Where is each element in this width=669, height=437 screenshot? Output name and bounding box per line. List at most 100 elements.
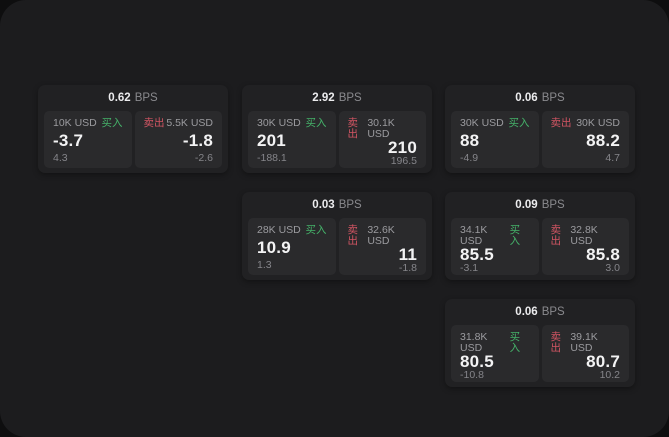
card-panels: 34.1K USD 买入 85.5 -3.1 卖出 32.8K USD 85.8…	[445, 218, 635, 275]
sell-delta: 3.0	[605, 262, 620, 274]
buy-panel[interactable]: 10K USD 买入 -3.7 4.3	[44, 111, 132, 168]
sell-delta: 4.7	[605, 151, 620, 164]
buy-panel-top: 30K USD 买入	[257, 118, 327, 129]
sell-panel[interactable]: 卖出 32.6K USD 11 -1.8	[338, 218, 426, 275]
buy-side-label: 买入	[305, 224, 327, 236]
card-header: 0.06 BPS	[445, 85, 635, 111]
buy-panel-top: 34.1K USD 买入	[460, 225, 530, 246]
bps-unit-label: BPS	[338, 92, 362, 104]
bps-unit-label: BPS	[541, 306, 565, 318]
buy-amount: 31.8K USD	[460, 331, 488, 354]
buy-price: 201	[257, 131, 286, 150]
bps-value: 2.92	[312, 92, 335, 104]
sell-delta: 10.2	[599, 369, 620, 381]
buy-delta: -4.9	[460, 151, 479, 164]
sell-amount: 32.8K USD	[570, 224, 598, 247]
sell-price: 88.2	[586, 131, 620, 150]
card-panels: 10K USD 买入 -3.7 4.3 卖出 5.5K USD -1.8 -2.…	[38, 111, 228, 168]
sell-amount: 30.1K USD	[367, 117, 395, 140]
sell-delta: -2.6	[194, 151, 213, 164]
buy-side-label: 买入	[509, 224, 521, 247]
card-panels: 30K USD 买入 201 -188.1 卖出 30.1K USD 210 1…	[242, 111, 432, 168]
buy-panel[interactable]: 28K USD 买入 10.9 1.3	[248, 218, 336, 275]
buy-delta: -3.1	[460, 262, 479, 274]
buy-delta: -188.1	[257, 151, 287, 164]
buy-amount: 30K USD	[257, 117, 301, 129]
sell-panel[interactable]: 卖出 30.1K USD 210 196.5	[338, 111, 426, 168]
bps-value: 0.06	[515, 306, 538, 318]
buy-side-label: 买入	[508, 117, 530, 129]
sell-panel-top: 卖出 30K USD	[551, 118, 621, 129]
bps-value: 0.06	[515, 92, 538, 104]
card-panels: 31.8K USD 买入 80.5 -10.8 卖出 39.1K USD 80.…	[445, 325, 635, 382]
buy-panel[interactable]: 34.1K USD 买入 85.5 -3.1	[451, 218, 539, 275]
sell-amount: 5.5K USD	[166, 117, 213, 129]
quote-card: 2.92 BPS 30K USD 买入 201 -188.1 卖出 30.1K …	[242, 85, 432, 173]
buy-amount: 10K USD	[53, 117, 97, 129]
sell-side-label: 卖出	[143, 117, 165, 129]
buy-side-label: 买入	[509, 331, 521, 354]
buy-panel[interactable]: 30K USD 买入 88 -4.9	[451, 111, 539, 168]
sell-price: 80.7	[586, 352, 620, 371]
sell-side-label: 卖出	[550, 224, 562, 247]
sell-amount: 32.6K USD	[367, 224, 395, 247]
card-header: 2.92 BPS	[242, 85, 432, 111]
buy-side-label: 买入	[305, 117, 327, 129]
buy-panel[interactable]: 30K USD 买入 201 -188.1	[248, 111, 336, 168]
sell-amount: 39.1K USD	[570, 331, 598, 354]
sell-side-label: 卖出	[347, 224, 359, 247]
bps-unit-label: BPS	[338, 199, 362, 211]
sell-price: -1.8	[182, 131, 213, 150]
buy-delta: 1.3	[257, 258, 272, 271]
sell-panel-top: 卖出 32.6K USD	[348, 225, 418, 246]
card-header: 0.09 BPS	[445, 192, 635, 218]
buy-panel-top: 31.8K USD 买入	[460, 332, 530, 353]
sell-price: 11	[398, 245, 417, 264]
sell-panel-top: 卖出 30.1K USD	[348, 118, 418, 139]
buy-price: 80.5	[460, 352, 494, 371]
card-panels: 28K USD 买入 10.9 1.3 卖出 32.6K USD 11 -1.8	[242, 218, 432, 275]
bps-value: 0.09	[515, 199, 538, 211]
sell-side-label: 卖出	[347, 117, 359, 140]
quote-card: 0.09 BPS 34.1K USD 买入 85.5 -3.1 卖出 32.8K…	[445, 192, 635, 280]
sell-delta: 196.5	[390, 155, 417, 167]
bps-value: 0.62	[108, 92, 131, 104]
buy-amount: 34.1K USD	[460, 224, 488, 247]
buy-price: 85.5	[460, 245, 494, 264]
buy-panel[interactable]: 31.8K USD 买入 80.5 -10.8	[451, 325, 539, 382]
sell-panel[interactable]: 卖出 5.5K USD -1.8 -2.6	[134, 111, 222, 168]
bps-unit-label: BPS	[541, 92, 565, 104]
quote-card: 0.03 BPS 28K USD 买入 10.9 1.3 卖出 32.6K US…	[242, 192, 432, 280]
buy-panel-top: 10K USD 买入	[53, 118, 123, 129]
bps-unit-label: BPS	[134, 92, 158, 104]
bps-unit-label: BPS	[541, 199, 565, 211]
quote-card: 0.62 BPS 10K USD 买入 -3.7 4.3 卖出 5.5K USD…	[38, 85, 228, 173]
buy-price: 88	[460, 131, 480, 150]
sell-price: 85.8	[586, 245, 620, 264]
buy-amount: 28K USD	[257, 224, 301, 236]
card-header: 0.06 BPS	[445, 299, 635, 325]
sell-side-label: 卖出	[550, 117, 572, 129]
bps-value: 0.03	[312, 199, 335, 211]
buy-delta: -10.8	[460, 369, 484, 381]
sell-panel[interactable]: 卖出 32.8K USD 85.8 3.0	[541, 218, 629, 275]
card-header: 0.62 BPS	[38, 85, 228, 111]
buy-side-label: 买入	[101, 117, 123, 129]
quote-card: 0.06 BPS 31.8K USD 买入 80.5 -10.8 卖出 39.1…	[445, 299, 635, 387]
sell-panel-top: 卖出 32.8K USD	[551, 225, 621, 246]
sell-price: 210	[388, 138, 417, 157]
buy-price: -3.7	[53, 131, 84, 150]
buy-delta: 4.3	[53, 151, 68, 164]
buy-panel-top: 28K USD 买入	[257, 225, 327, 236]
sell-panel[interactable]: 卖出 39.1K USD 80.7 10.2	[541, 325, 629, 382]
quote-card: 0.06 BPS 30K USD 买入 88 -4.9 卖出 30K USD 8…	[445, 85, 635, 173]
card-panels: 30K USD 买入 88 -4.9 卖出 30K USD 88.2 4.7	[445, 111, 635, 168]
sell-panel[interactable]: 卖出 30K USD 88.2 4.7	[541, 111, 629, 168]
buy-panel-top: 30K USD 买入	[460, 118, 530, 129]
sell-side-label: 卖出	[550, 331, 562, 354]
sell-amount: 30K USD	[576, 117, 620, 129]
buy-amount: 30K USD	[460, 117, 504, 129]
buy-price: 10.9	[257, 238, 291, 257]
sell-delta: -1.8	[398, 262, 417, 274]
